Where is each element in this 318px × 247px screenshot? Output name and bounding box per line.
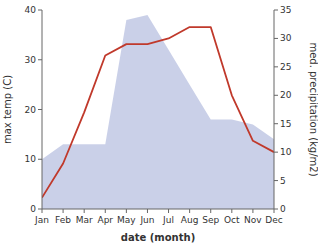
x-tick-label: Aug (181, 215, 199, 225)
chart: 01020304005101520253035JanFebMarAprMayJu… (0, 0, 318, 247)
y-tick (38, 59, 42, 60)
x-tick (189, 209, 190, 213)
y2-tick (274, 209, 278, 210)
y-tick-label: 0 (30, 204, 36, 214)
x-tick (105, 209, 106, 213)
x-tick-label: Oct (224, 215, 240, 225)
temperature-area (42, 15, 274, 209)
y2-tick (274, 123, 278, 124)
y2-tick (274, 66, 278, 67)
x-tick (231, 209, 232, 213)
y-tick (38, 209, 42, 210)
y2-tick (274, 10, 278, 11)
plot-area (42, 15, 274, 209)
y-tick-label: 30 (25, 55, 37, 65)
y2-tick-label: 20 (280, 90, 292, 100)
x-tick-label: Jul (162, 215, 174, 225)
x-tick (84, 209, 85, 213)
x-tick (252, 209, 253, 213)
x-tick-label: Apr (97, 215, 113, 225)
y-tick (38, 10, 42, 11)
y2-axis-label: med. precipitation (kg/m2) (308, 42, 318, 176)
y-axis-label: max temp (C) (2, 75, 13, 144)
x-tick-label: Jun (139, 215, 154, 225)
precipitation-line (42, 27, 274, 198)
y-tick (38, 109, 42, 110)
x-tick-label: May (117, 215, 136, 225)
x-axis-label: date (month) (121, 232, 195, 243)
y2-tick-label: 25 (280, 62, 291, 72)
y2-tick (274, 38, 278, 39)
y-tick-label: 40 (25, 5, 37, 15)
y-tick (38, 159, 42, 160)
x-tick (168, 209, 169, 213)
y2-tick-label: 30 (280, 33, 292, 43)
x-tick-label: Dec (265, 215, 282, 225)
y2-axis-line (274, 10, 275, 209)
x-tick (63, 209, 64, 213)
x-tick (210, 209, 211, 213)
x-tick-label: Nov (244, 215, 262, 225)
x-tick (42, 209, 43, 213)
y2-tick (274, 180, 278, 181)
y2-tick-label: 10 (280, 147, 292, 157)
y2-tick (274, 152, 278, 153)
y-tick-label: 20 (25, 105, 37, 115)
x-tick (126, 209, 127, 213)
y2-tick (274, 95, 278, 96)
x-tick-label: Sep (202, 215, 219, 225)
y2-tick-label: 5 (280, 176, 286, 186)
y-tick-label: 10 (25, 154, 37, 164)
x-tick (147, 209, 148, 213)
y2-tick-label: 15 (280, 119, 291, 129)
x-tick-label: Jan (34, 215, 49, 225)
x-tick-label: Mar (76, 215, 93, 225)
x-tick-label: Feb (55, 215, 71, 225)
x-tick (274, 209, 275, 213)
y2-tick-label: 35 (280, 5, 291, 15)
x-axis-line (42, 209, 274, 210)
y2-tick-label: 0 (280, 204, 286, 214)
